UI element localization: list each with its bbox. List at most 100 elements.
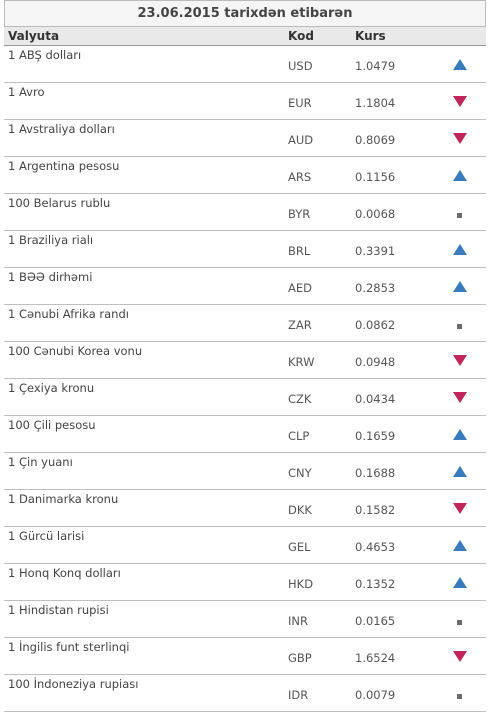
trend-unchanged-icon <box>457 213 462 218</box>
currency-name: 1 Braziliya rialı <box>4 230 284 268</box>
exchange-rate: 0.0068 <box>355 193 433 231</box>
trend-down-icon <box>452 133 467 144</box>
trend-up-icon <box>452 59 467 70</box>
trend-cell <box>433 526 486 564</box>
table-row: 1 Hindistan rupisi INR 0.0165 <box>4 600 486 638</box>
trend-up-icon <box>452 466 467 477</box>
currency-name: 1 İngilis funt sterlinqi <box>4 637 284 675</box>
currency-code: BRL <box>284 230 355 268</box>
currency-name: 1 Argentina pesosu <box>4 156 284 194</box>
trend-cell <box>433 452 486 490</box>
trend-up-icon <box>452 540 467 551</box>
currency-name: 1 Çexiya kronu <box>4 378 284 416</box>
currency-name: 1 Avro <box>4 82 284 120</box>
currency-code: CLP <box>284 415 355 453</box>
trend-cell <box>433 489 486 527</box>
table-row: 1 Çin yuanı CNY 0.1688 <box>4 452 486 490</box>
table-row: 100 Çili pesosu CLP 0.1659 <box>4 415 486 453</box>
exchange-rate: 0.1659 <box>355 415 433 453</box>
trend-up-icon <box>452 429 467 440</box>
exchange-rate: 1.1804 <box>355 82 433 120</box>
trend-cell <box>433 304 486 342</box>
currency-name: 100 Belarus rublu <box>4 193 284 231</box>
currency-name: 1 Hindistan rupisi <box>4 600 284 638</box>
trend-unchanged-icon <box>457 694 462 699</box>
currency-code: ZAR <box>284 304 355 342</box>
date-title: 23.06.2015 tarixdən etibarən <box>4 0 486 26</box>
table-row: 100 İndoneziya rupiası IDR 0.0079 <box>4 674 486 712</box>
exchange-rate: 0.1352 <box>355 563 433 601</box>
trend-down-icon <box>452 392 467 403</box>
table-row: 1 Avstraliya dolları AUD 0.8069 <box>4 119 486 157</box>
trend-cell <box>433 637 486 675</box>
trend-up-icon <box>452 281 467 292</box>
trend-cell <box>433 415 486 453</box>
currency-name: 1 Avstraliya dolları <box>4 119 284 157</box>
table-row: 1 İngilis funt sterlinqi GBP 1.6524 <box>4 637 486 675</box>
currency-code: CZK <box>284 378 355 416</box>
trend-unchanged-icon <box>457 620 462 625</box>
trend-up-icon <box>452 170 467 181</box>
exchange-rate: 0.4653 <box>355 526 433 564</box>
currency-code: CNY <box>284 452 355 490</box>
trend-cell <box>433 230 486 268</box>
trend-down-icon <box>452 355 467 366</box>
currency-name: 1 Gürcü larisi <box>4 526 284 564</box>
currency-code: EUR <box>284 82 355 120</box>
currency-code: INR <box>284 600 355 638</box>
currency-code: GBP <box>284 637 355 675</box>
exchange-rate: 0.0862 <box>355 304 433 342</box>
column-header-trend <box>433 26 486 46</box>
currency-code: HKD <box>284 563 355 601</box>
exchange-rate: 0.0948 <box>355 341 433 379</box>
exchange-rate: 0.1582 <box>355 489 433 527</box>
exchange-rate: 0.8069 <box>355 119 433 157</box>
exchange-rate: 0.0079 <box>355 674 433 712</box>
column-header-rate: Kurs <box>355 26 433 46</box>
trend-cell <box>433 193 486 231</box>
table-row: 100 Cənubi Korea vonu KRW 0.0948 <box>4 341 486 379</box>
trend-cell <box>433 156 486 194</box>
currency-name: 1 BƏƏ dirhəmi <box>4 267 284 305</box>
table-row: 1 Çexiya kronu CZK 0.0434 <box>4 378 486 416</box>
currency-name: 1 Honq Konq dolları <box>4 563 284 601</box>
currency-name: 1 ABŞ dolları <box>4 45 284 83</box>
currency-code: GEL <box>284 526 355 564</box>
currency-name: 100 Cənubi Korea vonu <box>4 341 284 379</box>
currency-name: 100 İndoneziya rupiası <box>4 674 284 712</box>
trend-down-icon <box>452 651 467 662</box>
table-row: 1 Cənubi Afrika randı ZAR 0.0862 <box>4 304 486 342</box>
currency-code: AUD <box>284 119 355 157</box>
table-header-row: Valyuta Kod Kurs <box>4 26 486 46</box>
trend-cell <box>433 267 486 305</box>
trend-cell <box>433 600 486 638</box>
trend-cell <box>433 45 486 83</box>
trend-unchanged-icon <box>457 324 462 329</box>
currency-code: IDR <box>284 674 355 712</box>
trend-cell <box>433 82 486 120</box>
trend-cell <box>433 674 486 712</box>
table-row: 1 Danimarka kronu DKK 0.1582 <box>4 489 486 527</box>
exchange-rate: 0.1688 <box>355 452 433 490</box>
currency-name: 1 Çin yuanı <box>4 452 284 490</box>
exchange-rate: 0.0165 <box>355 600 433 638</box>
table-row: 100 Belarus rublu BYR 0.0068 <box>4 193 486 231</box>
column-header-code: Kod <box>284 26 355 46</box>
currency-code: AED <box>284 267 355 305</box>
trend-down-icon <box>452 503 467 514</box>
currency-code: ARS <box>284 156 355 194</box>
exchange-rate: 0.1156 <box>355 156 433 194</box>
exchange-rate: 0.3391 <box>355 230 433 268</box>
currency-name: 100 Çili pesosu <box>4 415 284 453</box>
exchange-rate: 1.6524 <box>355 637 433 675</box>
trend-up-icon <box>452 577 467 588</box>
table-row: 1 Gürcü larisi GEL 0.4653 <box>4 526 486 564</box>
currency-code: DKK <box>284 489 355 527</box>
currency-code: USD <box>284 45 355 83</box>
trend-cell <box>433 563 486 601</box>
rates-table: Valyuta Kod Kurs 1 ABŞ dolları USD 1.0479 1… <box>4 26 486 712</box>
trend-cell <box>433 341 486 379</box>
currency-rates-widget: 23.06.2015 tarixdən etibarən Valyuta Kod… <box>4 0 486 712</box>
exchange-rate: 0.2853 <box>355 267 433 305</box>
table-row: 1 Avro EUR 1.1804 <box>4 82 486 120</box>
